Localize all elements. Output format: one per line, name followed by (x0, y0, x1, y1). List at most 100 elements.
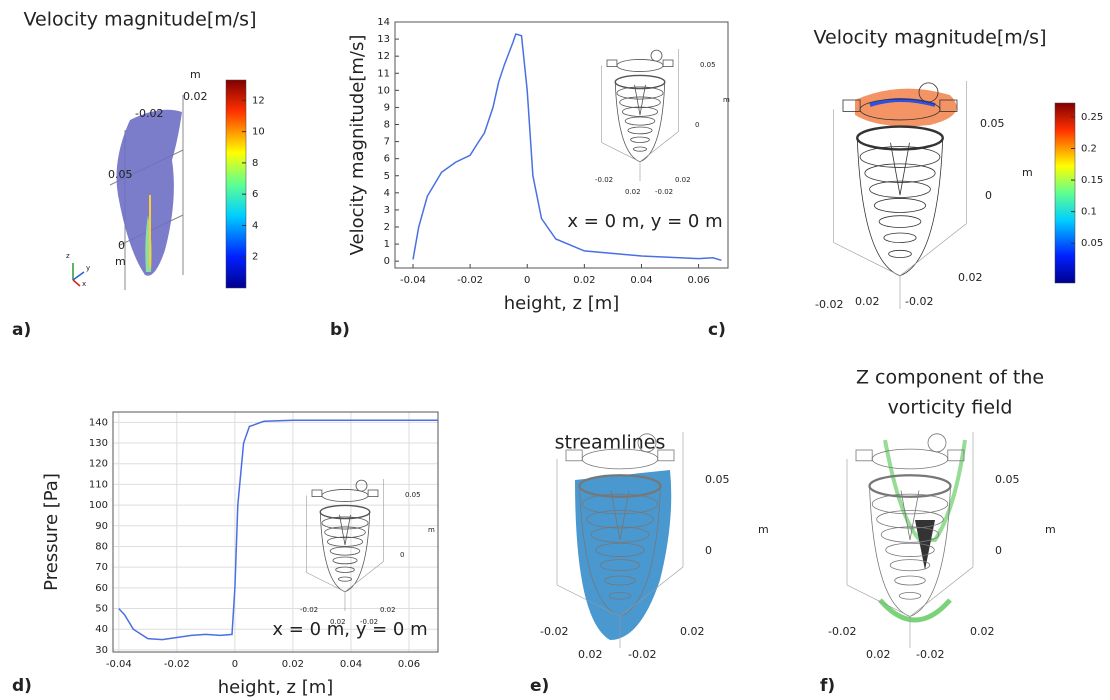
axis-label-3d: 0.02 (866, 648, 891, 661)
rig-inlet (947, 449, 965, 462)
inset-label: 0.05 (405, 491, 421, 499)
inset-label: 0.05 (700, 61, 716, 69)
rig-ring (624, 116, 656, 126)
rig-ring (868, 474, 952, 498)
rig-wireframe (601, 49, 679, 181)
annotation: x = 0 m, y = 0 m (567, 211, 722, 232)
axis-label-3d: 0.05 (995, 473, 1020, 486)
rig-ring (876, 510, 944, 529)
rig-core (610, 490, 630, 541)
rig-ring (873, 198, 927, 213)
rig-axis (556, 584, 621, 617)
axis-label-3d: 0.02 (958, 271, 983, 284)
axis-label-3d: 0.02 (578, 648, 603, 661)
rig-port (650, 49, 663, 62)
rig-port (637, 433, 657, 453)
rig-port (918, 82, 939, 103)
axis-label-3d: -0.02 (916, 648, 944, 661)
rig-ring (889, 559, 931, 572)
y-tick-label: 0 (384, 256, 390, 267)
x-tick-label: -0.04 (106, 659, 132, 670)
y-tick-label: 60 (95, 583, 108, 594)
axis-label-3d: 0 (995, 544, 1002, 557)
axis-label-3d: 0.02 (855, 295, 880, 308)
y-tick-label: 50 (95, 604, 108, 615)
axis-label-3d: m (1022, 166, 1033, 179)
x-axis-label: height, z [m] (218, 677, 334, 698)
x-tick-label: 0.02 (573, 275, 595, 286)
rig-wireframe (833, 81, 967, 309)
x-tick-label: 0.04 (630, 275, 652, 286)
panel-title: Z component of the (856, 367, 1044, 389)
axis-label-3d: m (190, 68, 201, 81)
colorbar-tick-label: 6 (252, 189, 258, 200)
inset-label: 0.02 (625, 188, 641, 196)
colorbar-tick-label: 0.25 (1081, 112, 1103, 123)
inset-label: 0.02 (675, 176, 691, 184)
panel-title: vorticity field (888, 397, 1013, 419)
rig-inlet (657, 449, 675, 462)
rig-ring (332, 556, 358, 565)
colorbar-tick-label: 0.2 (1081, 143, 1097, 154)
plot-frame (112, 411, 439, 653)
colorbar-tick-label: 12 (252, 95, 265, 106)
axis-label-3d: -0.02 (628, 648, 656, 661)
triad-label: x (82, 280, 86, 288)
y-tick-label: 9 (384, 102, 390, 113)
y-tick-label: 1 (384, 239, 390, 250)
rig-ring (324, 526, 366, 539)
rig-ring (590, 526, 650, 543)
rig-wireframe (306, 479, 384, 611)
rig-core (890, 142, 910, 196)
panel-label: f) (820, 676, 835, 696)
colorbar-tick-label: 10 (252, 127, 265, 138)
axis-label-3d: -0.02 (815, 298, 843, 311)
axis-label-3d: 0 (985, 189, 992, 202)
rig-ring (894, 575, 926, 586)
render-e (575, 470, 672, 640)
colorbar-tick-label: 2 (252, 252, 258, 263)
inset-label: -0.02 (360, 618, 378, 626)
rig-axis (639, 131, 679, 162)
y-tick-label: 13 (377, 34, 390, 45)
rig-inlet (842, 99, 861, 112)
axis-label-3d: 0.02 (970, 625, 995, 638)
rig-ring (329, 546, 361, 556)
inset-label: -0.02 (655, 188, 673, 196)
panel-label: c) (708, 320, 726, 340)
triad-label: y (86, 264, 90, 272)
rig-axis (306, 572, 346, 593)
axis-label-3d: m (115, 255, 126, 268)
panel-title: streamlines (555, 432, 666, 454)
x-tick-label: -0.02 (164, 659, 190, 670)
rig-ring (604, 575, 636, 586)
x-tick-label: 0 (524, 275, 530, 286)
y-tick-label: 11 (377, 68, 390, 79)
axis-label-3d: 0.05 (108, 168, 133, 181)
rig-inlet (565, 449, 583, 462)
rig-inlet (662, 59, 674, 67)
y-tick-label: 80 (95, 541, 108, 552)
y-tick-label: 140 (89, 417, 108, 428)
x-tick-label: -0.04 (400, 275, 426, 286)
axis-label-3d: m (758, 523, 769, 536)
x-tick-label: 0.02 (282, 659, 304, 670)
rig-inlet (606, 59, 618, 67)
rig-ring (622, 106, 659, 117)
rig-wireframe (846, 432, 974, 648)
rig-ring (337, 576, 352, 582)
rig-axis (909, 566, 974, 617)
rig-ring (856, 125, 944, 151)
inset-label: m (428, 526, 435, 534)
colorbar-tick-label: 4 (252, 220, 258, 231)
axis-label-3d: 0 (118, 239, 125, 252)
axis-label-3d: 0.05 (980, 117, 1005, 130)
panel-label: e) (530, 676, 549, 696)
y-tick-label: 2 (384, 222, 390, 233)
y-tick-label: 90 (95, 521, 108, 532)
rig-inlet (311, 489, 323, 497)
colorbar-tick-label: 0.1 (1081, 207, 1097, 218)
rig-ring (616, 86, 664, 100)
rig-ring (586, 510, 654, 529)
panel-label: b) (330, 320, 350, 340)
